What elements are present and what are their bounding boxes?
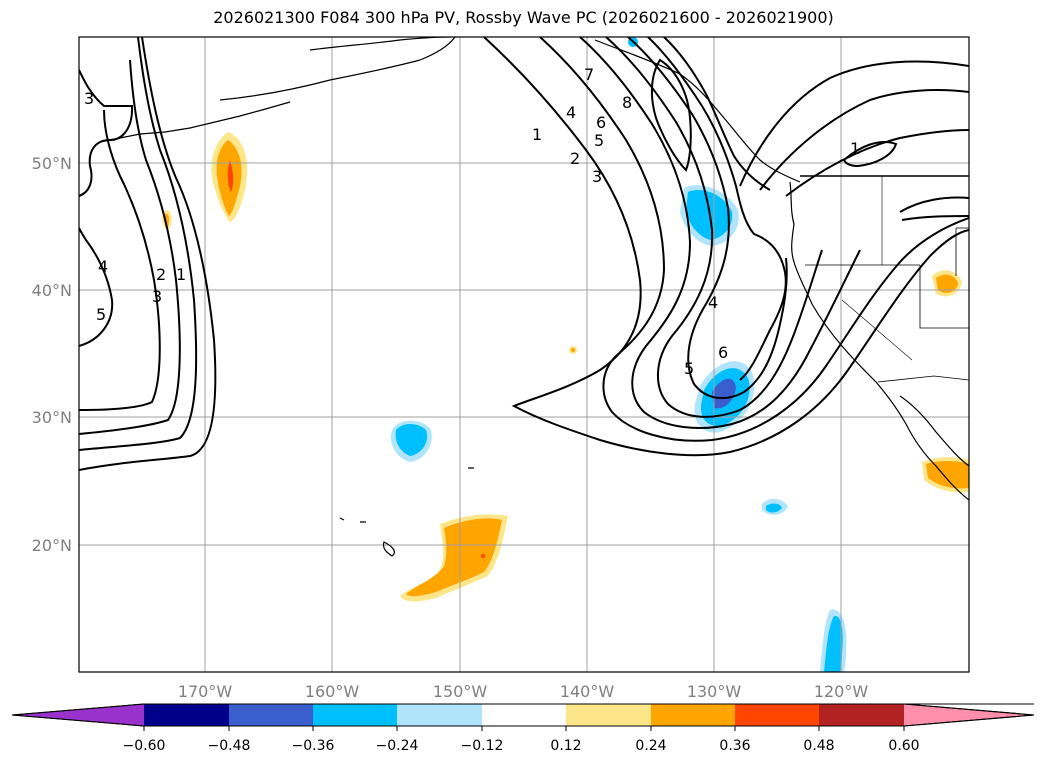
colorbar-segment (566, 704, 651, 726)
colorbar-tick-label: 0.36 (719, 738, 750, 754)
longitude-labels: 170°W 160°W 150°W 140°W 130°W 120°W (178, 682, 869, 701)
colorbar-tick-label: −0.12 (461, 738, 504, 754)
positive-anomaly-patch (227, 160, 234, 192)
map-frame (78, 36, 970, 673)
contour-label: 4 (708, 293, 718, 312)
contour-line (79, 37, 198, 451)
alaska-coast (219, 37, 456, 101)
colorbar-tick-label: −0.36 (292, 738, 335, 754)
contour-label: 1 (850, 139, 860, 158)
colorbar-segment (651, 704, 735, 726)
contour-label: 8 (622, 93, 632, 112)
colorbar-segment (819, 704, 904, 726)
negative-anomaly-patch (712, 378, 736, 409)
contour-label: 2 (156, 265, 166, 284)
rossby-wave-contours (79, 37, 969, 471)
colorbar-extend-low (12, 704, 144, 726)
colorbar-tick-label: −0.48 (208, 738, 251, 754)
contour-label: 5 (684, 359, 694, 378)
contour-label: 4 (566, 103, 576, 122)
contour-label: 5 (96, 305, 106, 324)
contour-line (647, 37, 787, 381)
contour-labels: 3 4 5 2 3 1 1 2 3 4 5 6 7 8 4 5 6 1 (84, 65, 860, 378)
colorbar-tick-label: −0.60 (123, 738, 166, 754)
contour-line (627, 37, 788, 400)
lon-tick-label: 150°W (433, 682, 488, 701)
contour-line (579, 37, 861, 429)
lat-tick-label: 50°N (32, 154, 72, 173)
contour-label: 2 (570, 149, 580, 168)
contour-line (901, 215, 969, 221)
lat-tick-label: 20°N (32, 536, 72, 555)
colorbar-extend-high (904, 704, 1034, 726)
colorbar-tick-label: 0.12 (550, 738, 581, 754)
colorbar-segment (144, 704, 229, 726)
contour-line (899, 196, 969, 213)
contour-line (842, 141, 898, 168)
colorbar-tick-label: 0.24 (635, 738, 666, 754)
latitude-labels: 50°N 40°N 30°N 20°N (32, 154, 72, 555)
lon-tick-label: 170°W (178, 682, 233, 701)
positive-anomaly-patch (406, 518, 502, 597)
contour-line (663, 37, 771, 191)
colorbar-segment (735, 704, 819, 726)
bc-coast (594, 39, 801, 183)
contour-line (539, 37, 969, 442)
contour-line (79, 227, 114, 347)
colorbar-tick-label: −0.24 (376, 738, 419, 754)
lat-tick-label: 30°N (32, 408, 72, 427)
colorbar: −0.60 −0.48 −0.36 −0.24 −0.12 0.12 0.24 … (11, 703, 1035, 754)
contour-line (605, 37, 823, 418)
contour-label: 3 (84, 89, 94, 108)
contour-line (79, 109, 161, 411)
map-title: 2026021300 F084 300 hPa PV, Rossby Wave … (213, 8, 834, 27)
contour-label: 3 (152, 287, 162, 306)
contour-line (79, 59, 181, 435)
negative-anomaly-patch (395, 424, 428, 456)
contour-label: 5 (594, 131, 604, 150)
colorbar-segment (397, 704, 482, 726)
contour-label: 1 (532, 125, 542, 144)
contour-label: 6 (718, 343, 728, 362)
contour-line (759, 89, 969, 191)
contour-line (650, 58, 692, 172)
contour-line (79, 37, 217, 471)
colorbar-tick-label: 0.48 (803, 738, 834, 754)
contour-line (785, 129, 969, 197)
contour-label: 1 (176, 265, 186, 284)
contour-line (79, 69, 133, 197)
colorbar-segment (229, 704, 313, 726)
contour-label: 3 (592, 167, 602, 186)
contour-label: 6 (596, 113, 606, 132)
lon-tick-label: 160°W (305, 682, 360, 701)
coastlines (99, 37, 969, 557)
pv-anomaly-shading (162, 37, 969, 672)
us-west-coast (789, 181, 969, 501)
contour-label: 4 (98, 257, 108, 276)
colorbar-tick-label: 0.60 (888, 738, 919, 754)
contour-line (483, 37, 969, 457)
colorbar-segment (313, 704, 397, 726)
lat-tick-label: 40°N (32, 281, 72, 300)
colorbar-segment (482, 704, 566, 726)
lon-tick-label: 120°W (814, 682, 869, 701)
lon-tick-label: 140°W (560, 682, 615, 701)
contour-label: 7 (584, 65, 594, 84)
graticule (79, 37, 969, 672)
lon-tick-label: 130°W (687, 682, 742, 701)
contour-line (739, 60, 969, 187)
